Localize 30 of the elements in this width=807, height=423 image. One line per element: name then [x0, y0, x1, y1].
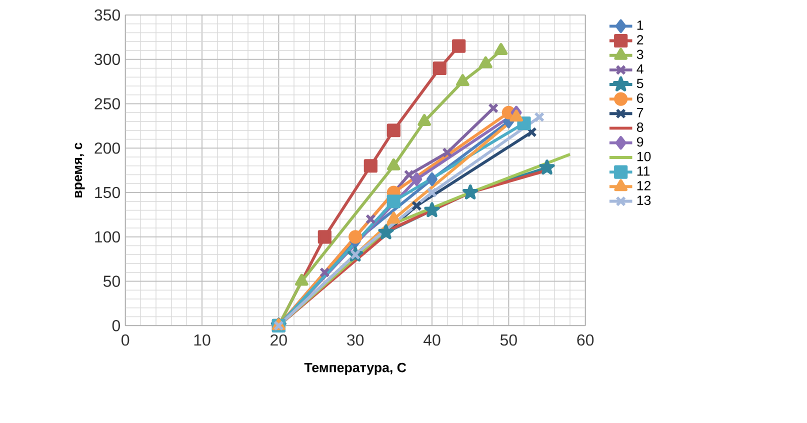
legend-label: 6	[637, 93, 644, 103]
y-tick-label: 50	[103, 276, 120, 287]
x-tick-label: 30	[347, 334, 364, 346]
y-tick-label: 250	[94, 98, 120, 110]
legend-label: 1	[637, 20, 644, 30]
legend-label: 7	[637, 108, 644, 118]
legend-label: 2	[637, 35, 644, 44]
y-tick-label: 0	[112, 320, 120, 332]
x-tick-label: 60	[577, 334, 594, 346]
y-axis-title: время, с	[74, 142, 85, 198]
legend-label: 10	[637, 152, 651, 162]
x-tick-label: 50	[500, 334, 517, 346]
x-tick-label: 0	[122, 334, 130, 346]
legend-label: 4	[636, 64, 644, 74]
legend-label: 12	[637, 180, 651, 190]
x-tick-label: 10	[194, 334, 210, 346]
y-tick-label: 350	[94, 9, 120, 21]
x-tick-label: 20	[270, 334, 287, 346]
x-axis-title: Температура, С	[304, 362, 406, 375]
legend-label: 13	[637, 196, 651, 206]
y-tick-label: 150	[95, 186, 120, 198]
legend-label: 3	[636, 50, 644, 60]
legend-label: 5	[636, 78, 644, 88]
y-tick-label: 200	[94, 142, 120, 154]
y-tick-label: 300	[94, 54, 120, 66]
legend-label: 11	[637, 166, 650, 176]
y-tick-label: 100	[95, 231, 120, 243]
legend-label: 8	[636, 122, 644, 132]
legend-label: 9	[636, 137, 644, 147]
x-tick-label: 40	[423, 334, 440, 346]
